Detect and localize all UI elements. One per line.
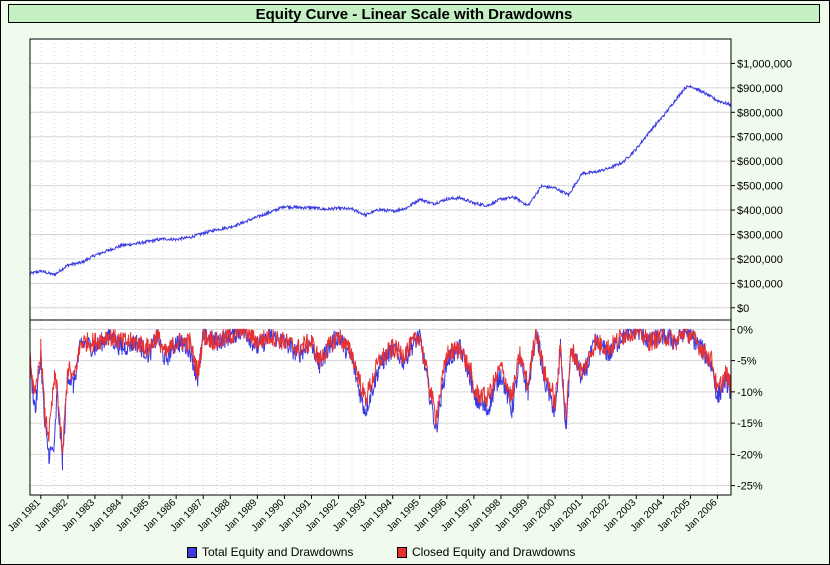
legend-label-total: Total Equity and Drawdowns — [202, 545, 354, 559]
drawdown-y-tick-label: -15% — [737, 418, 763, 430]
drawdown-series-total — [29, 327, 732, 471]
equity-y-tick-label: $200,000 — [737, 254, 783, 266]
legend-label-closed: Closed Equity and Drawdowns — [412, 545, 576, 559]
drawdown-y-tick-label: -25% — [737, 481, 763, 493]
drawdown-y-tick-label: 0% — [737, 324, 753, 336]
drawdown-y-tick-label: -10% — [737, 387, 763, 399]
equity-series-total — [29, 84, 732, 277]
equity-y-tick-label: $900,000 — [737, 83, 783, 95]
legend: Total Equity and Drawdowns Closed Equity… — [0, 545, 830, 561]
legend-swatch-total — [187, 546, 197, 558]
equity-plot-area — [30, 39, 731, 320]
drawdown-y-tick-label: -20% — [737, 449, 763, 461]
equity-y-tick-label: $0 — [737, 303, 749, 315]
drawdown-series-closed — [29, 328, 732, 455]
legend-item-total: Total Equity and Drawdowns — [187, 545, 353, 559]
equity-y-tick-label: $1,000,000 — [737, 58, 792, 70]
chart-title: Equity Curve - Linear Scale with Drawdow… — [8, 4, 820, 23]
legend-swatch-closed — [397, 546, 407, 558]
equity-y-tick-label: $700,000 — [737, 132, 783, 144]
equity-y-tick-label: $800,000 — [737, 107, 783, 119]
equity-y-tick-label: $400,000 — [737, 205, 783, 217]
equity-panel: $1,000,000 $900,000 $800,000 $700,000 $600,0… — [29, 38, 792, 321]
drawdown-plot-border — [29, 319, 732, 496]
equity-y-tick-label: $500,000 — [737, 181, 783, 193]
drawdown-y-tick-label: -5% — [737, 356, 757, 368]
legend-item-closed: Closed Equity and Drawdowns — [397, 545, 575, 559]
equity-y-tick-label: $600,000 — [737, 156, 783, 168]
equity-y-tick-label: $100,000 — [737, 278, 783, 290]
equity-y-tick-label: $300,000 — [737, 229, 783, 241]
